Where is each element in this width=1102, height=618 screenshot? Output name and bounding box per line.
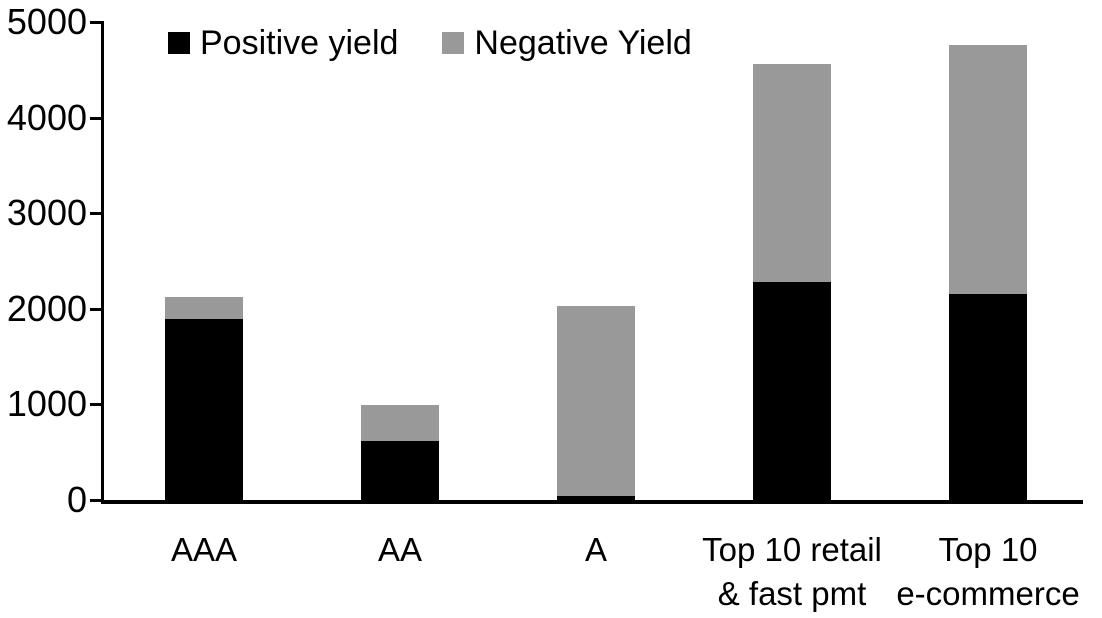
y-tick-label: 1000 xyxy=(6,383,87,424)
legend-swatch-positive-yield-icon xyxy=(168,32,190,54)
y-tick-label: 3000 xyxy=(6,192,87,233)
bar-aa xyxy=(361,405,439,500)
x-category-label-line: Top 10 xyxy=(938,531,1038,568)
bar-segment-negative-yield xyxy=(949,45,1027,294)
x-category-label: Top 10 e-commerce xyxy=(838,528,1102,616)
bar-segment-negative-yield xyxy=(361,405,439,441)
x-category-label: Top 10 retail & fast pmt xyxy=(642,528,942,616)
y-tick xyxy=(90,21,104,24)
legend-swatch-negative-yield-icon xyxy=(442,32,465,54)
y-tick xyxy=(90,212,104,215)
legend: Positive yield Negative Yield xyxy=(168,26,692,60)
x-category-label-line: AA xyxy=(377,531,423,568)
x-category-label-line: & fast pmt xyxy=(717,575,867,612)
y-tick-label: 4000 xyxy=(6,97,87,138)
y-tick-label: 0 xyxy=(66,479,87,520)
y-tick xyxy=(90,403,104,406)
bar-segment-positive-yield xyxy=(949,294,1027,500)
bar-segment-negative-yield xyxy=(753,64,831,282)
bar-segment-positive-yield xyxy=(753,282,831,500)
y-tick-label: 2000 xyxy=(6,288,87,329)
bar-segment-positive-yield xyxy=(557,496,635,500)
x-category-label: A xyxy=(446,528,746,572)
bar-segment-negative-yield xyxy=(557,306,635,496)
legend-label: Negative Yield xyxy=(474,24,692,62)
y-tick-label: 5000 xyxy=(6,1,87,42)
y-tick xyxy=(90,117,104,120)
y-axis-line xyxy=(101,22,104,504)
bar-segment-negative-yield xyxy=(165,297,243,319)
bar-top-10-e-commerce xyxy=(949,45,1027,500)
x-category-label-line: e-commerce xyxy=(896,575,1080,612)
bar-a xyxy=(557,306,635,500)
y-tick xyxy=(90,308,104,311)
bar-segment-positive-yield xyxy=(165,319,243,500)
legend-label: Positive yield xyxy=(200,24,399,62)
legend-item: Negative Yield xyxy=(442,24,692,62)
bar-top-10-retail-fast-pmt xyxy=(753,64,831,500)
bar-aaa xyxy=(165,297,243,500)
x-category-label-line: Top 10 retail xyxy=(702,531,882,568)
bar-segment-positive-yield xyxy=(361,441,439,500)
x-category-label: AAA xyxy=(54,528,354,572)
x-category-label: AA xyxy=(250,528,550,572)
x-category-label-line: AAA xyxy=(170,531,238,568)
x-category-label-line: A xyxy=(584,531,607,568)
y-tick xyxy=(90,499,104,502)
x-axis-line xyxy=(101,500,1083,504)
legend-item: Positive yield xyxy=(168,26,398,60)
